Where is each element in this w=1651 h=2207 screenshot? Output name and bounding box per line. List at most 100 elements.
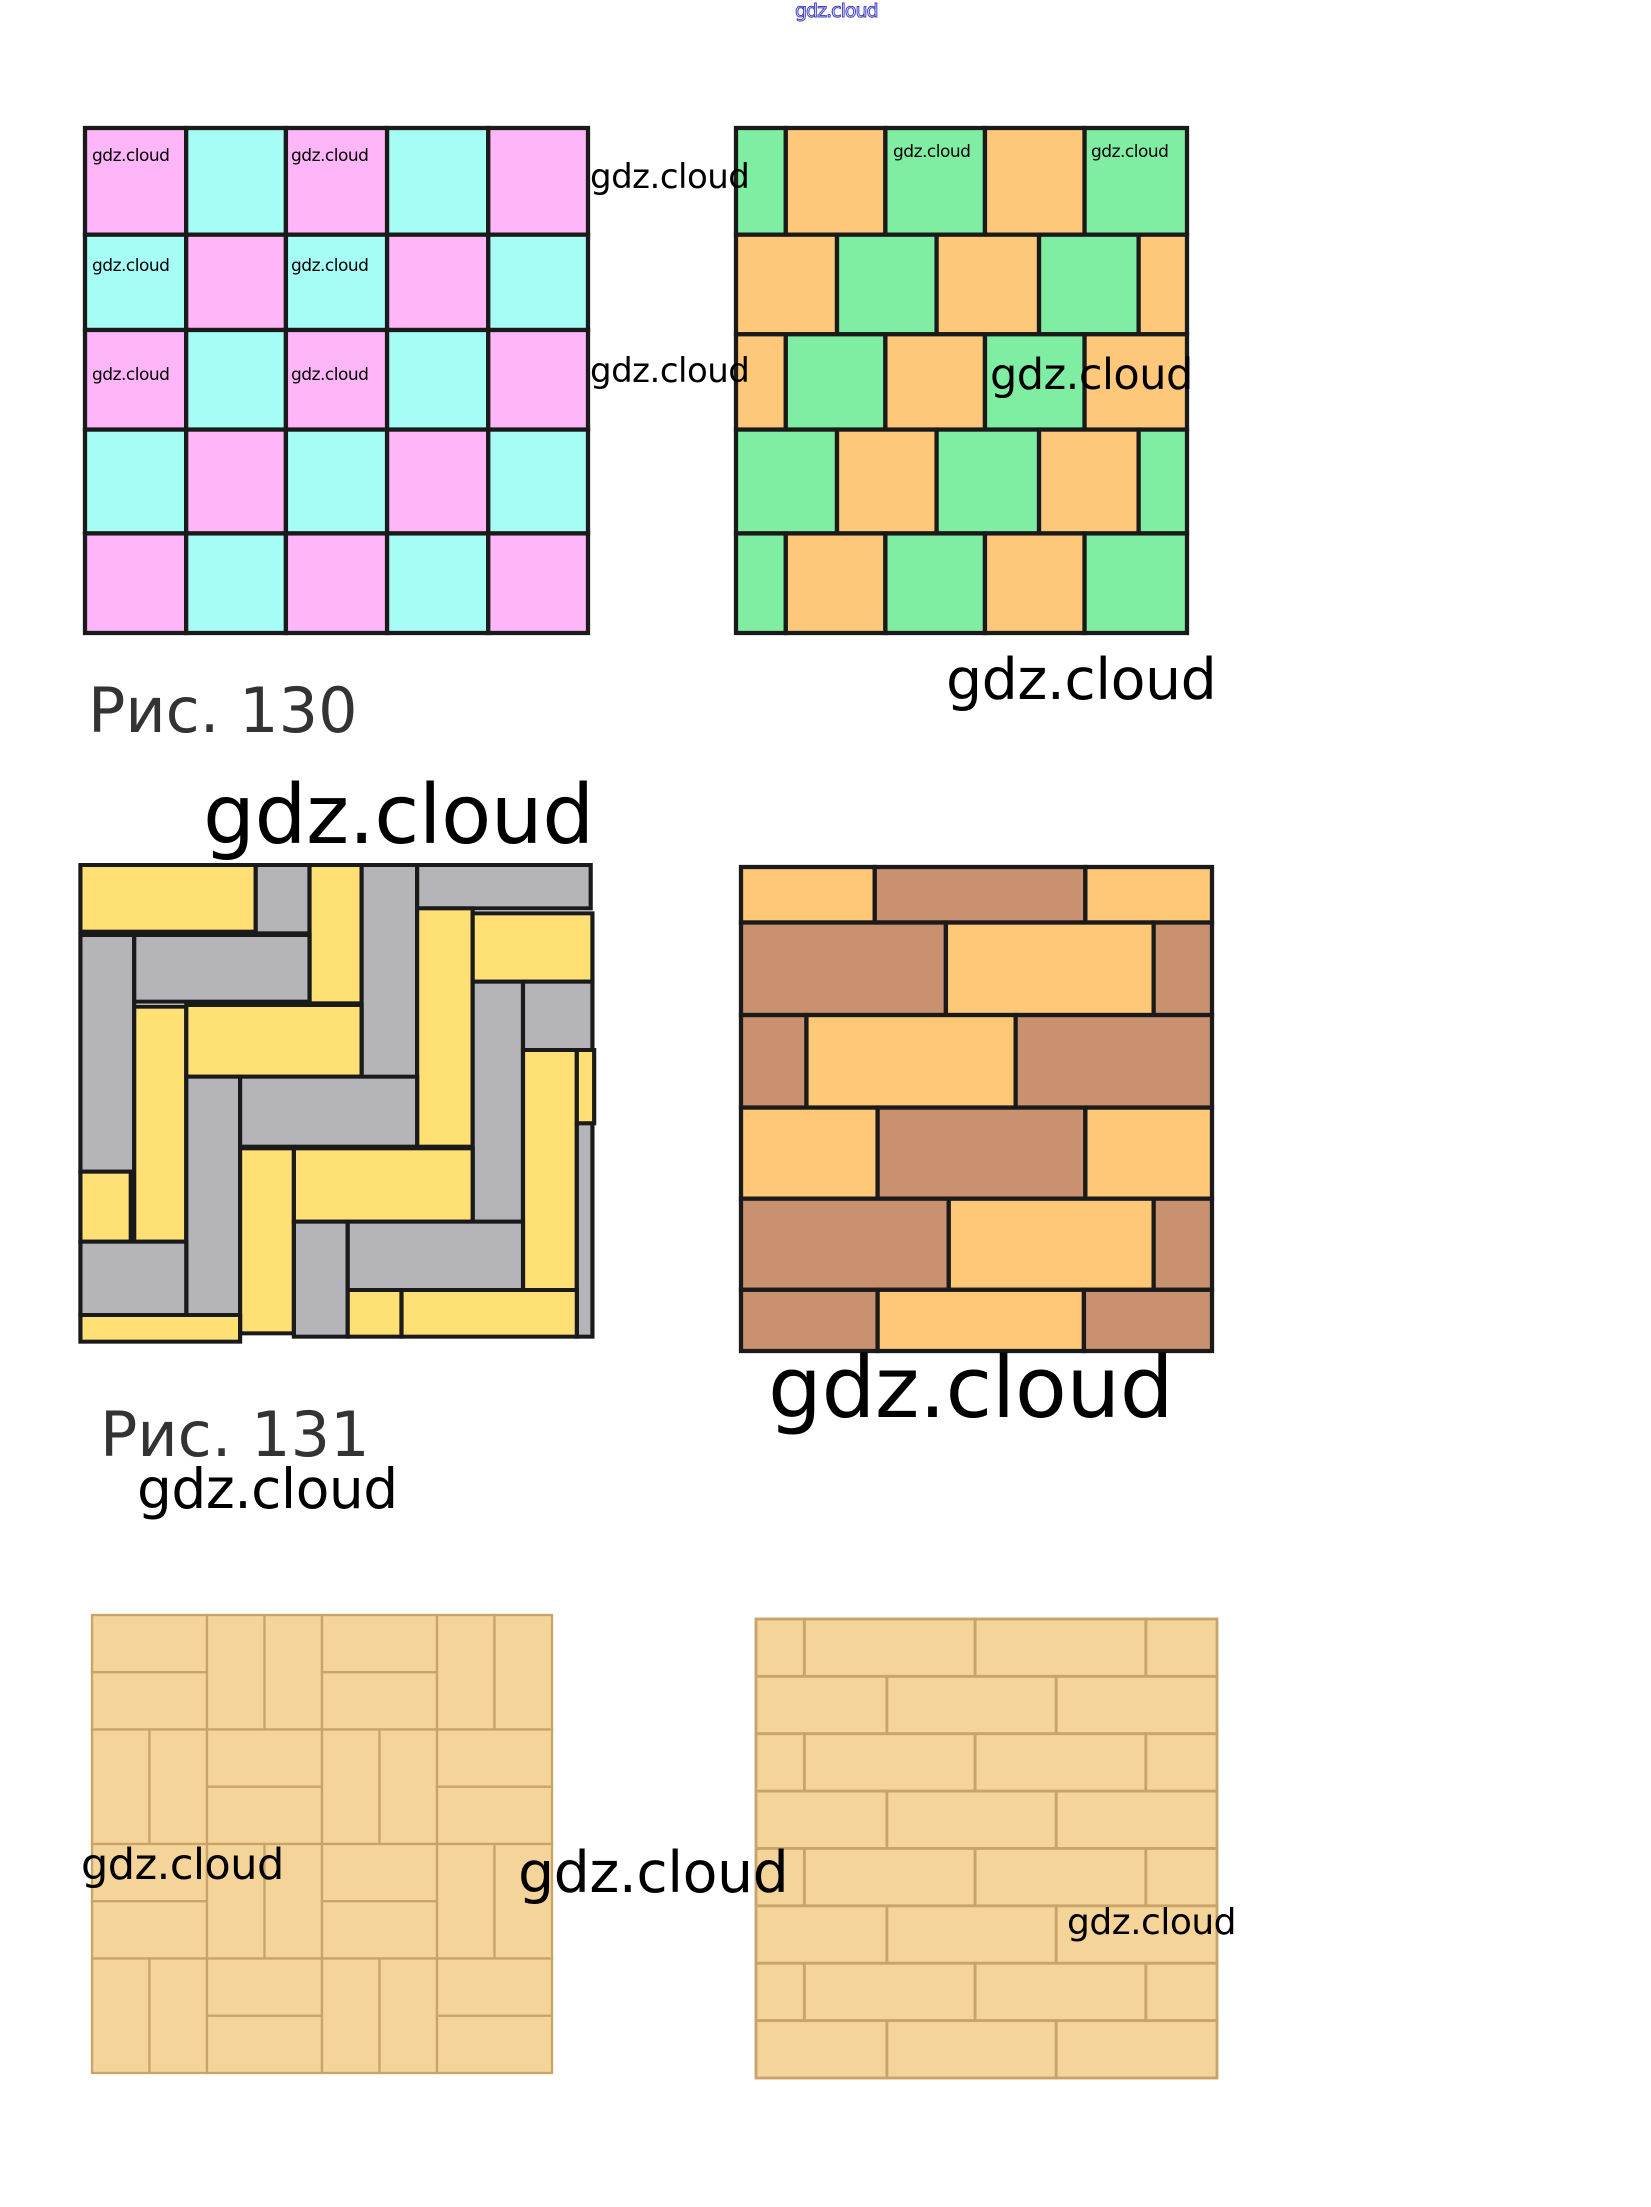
tile bbox=[82, 427, 189, 536]
cell-watermark: gdz.cloud bbox=[1091, 142, 1169, 162]
tile bbox=[1036, 232, 1141, 337]
tile bbox=[883, 332, 988, 432]
tile bbox=[486, 125, 591, 237]
plank bbox=[378, 1728, 439, 1846]
figure-131-caption: Рис. 131 bbox=[100, 1398, 370, 1471]
tile bbox=[834, 232, 939, 337]
plank bbox=[320, 1957, 381, 2075]
cell-watermark: gdz.cloud bbox=[92, 256, 170, 276]
plank bbox=[90, 1613, 209, 1674]
tile bbox=[1082, 531, 1190, 636]
plank bbox=[435, 1728, 554, 1788]
plank bbox=[435, 1613, 496, 1731]
plank bbox=[399, 1288, 579, 1339]
plank bbox=[205, 1785, 324, 1846]
brick bbox=[1083, 864, 1215, 925]
plank bbox=[885, 2019, 1058, 2080]
plank bbox=[754, 1674, 889, 1736]
tile bbox=[486, 232, 591, 333]
tile bbox=[883, 531, 988, 636]
tile bbox=[283, 531, 390, 636]
brick bbox=[738, 864, 877, 925]
plank bbox=[291, 1219, 350, 1339]
plank bbox=[345, 1219, 526, 1292]
tile bbox=[486, 531, 591, 636]
plank bbox=[205, 1728, 324, 1788]
tile bbox=[283, 125, 390, 237]
plank bbox=[253, 863, 312, 936]
cell-watermark: gdz.cloud bbox=[92, 365, 170, 385]
watermark: gdz.cloud bbox=[990, 350, 1193, 400]
tile bbox=[934, 427, 1042, 536]
plank bbox=[90, 1728, 151, 1846]
plank bbox=[973, 1732, 1148, 1793]
brick bbox=[1013, 1012, 1215, 1110]
plank bbox=[148, 1728, 209, 1846]
tile bbox=[82, 531, 189, 636]
plank bbox=[1144, 1617, 1219, 1678]
wood-brick-figure bbox=[754, 1617, 1219, 2080]
plank bbox=[754, 1732, 806, 1793]
plank bbox=[493, 1842, 554, 1960]
plank bbox=[885, 1904, 1058, 1965]
tile bbox=[783, 332, 888, 432]
plank bbox=[1144, 1961, 1219, 2023]
tile bbox=[486, 327, 591, 432]
tile bbox=[834, 427, 939, 536]
tile bbox=[384, 327, 491, 432]
plank bbox=[435, 1957, 554, 2017]
brick bbox=[738, 1105, 880, 1201]
plank bbox=[291, 1146, 475, 1224]
brick bbox=[738, 920, 949, 1018]
plank bbox=[574, 1121, 595, 1339]
plank bbox=[205, 1613, 266, 1731]
tile bbox=[384, 427, 491, 536]
brick bbox=[1151, 920, 1215, 1018]
tile bbox=[486, 427, 591, 536]
tile bbox=[184, 125, 289, 237]
plank bbox=[493, 1613, 554, 1731]
plank bbox=[885, 1789, 1058, 1850]
checkerboard-figure bbox=[82, 125, 591, 636]
plank bbox=[754, 1617, 806, 1678]
tile bbox=[733, 332, 788, 432]
tile bbox=[1036, 427, 1141, 536]
cell-watermark: gdz.cloud bbox=[291, 256, 369, 276]
tile bbox=[934, 232, 1042, 337]
plank bbox=[90, 1900, 209, 1960]
green-orange-figure bbox=[733, 125, 1190, 636]
plank bbox=[238, 1146, 296, 1336]
header-watermark: gdz.cloud bbox=[795, 0, 880, 23]
plank bbox=[754, 2019, 889, 2080]
tile bbox=[283, 232, 390, 333]
plank bbox=[263, 1842, 324, 1960]
watermark: gdz.cloud bbox=[590, 157, 750, 197]
watermark: gdz.cloud bbox=[518, 1840, 789, 1906]
tile bbox=[783, 531, 888, 636]
brown-brick-figure bbox=[738, 864, 1215, 1354]
cell-watermark: gdz.cloud bbox=[893, 142, 971, 162]
plank bbox=[78, 1169, 133, 1244]
plank bbox=[320, 1671, 439, 1731]
plank bbox=[802, 1961, 977, 2023]
brick bbox=[1083, 1105, 1215, 1201]
cell-watermark: gdz.cloud bbox=[291, 365, 369, 385]
plank bbox=[973, 1617, 1148, 1678]
tile bbox=[1136, 427, 1190, 536]
plank bbox=[320, 1613, 439, 1674]
brick bbox=[738, 1012, 809, 1110]
plank bbox=[78, 863, 258, 934]
tile bbox=[283, 427, 390, 536]
brick bbox=[738, 1287, 880, 1354]
plank bbox=[320, 1900, 439, 1960]
tile bbox=[982, 531, 1087, 636]
plank bbox=[435, 1785, 554, 1846]
brick bbox=[804, 1012, 1018, 1110]
plank bbox=[78, 1313, 243, 1344]
plank bbox=[1054, 1789, 1219, 1850]
plank bbox=[802, 1732, 977, 1793]
plank bbox=[78, 932, 137, 1174]
tile bbox=[1136, 232, 1190, 337]
tile bbox=[733, 232, 840, 337]
plank bbox=[754, 1961, 806, 2023]
